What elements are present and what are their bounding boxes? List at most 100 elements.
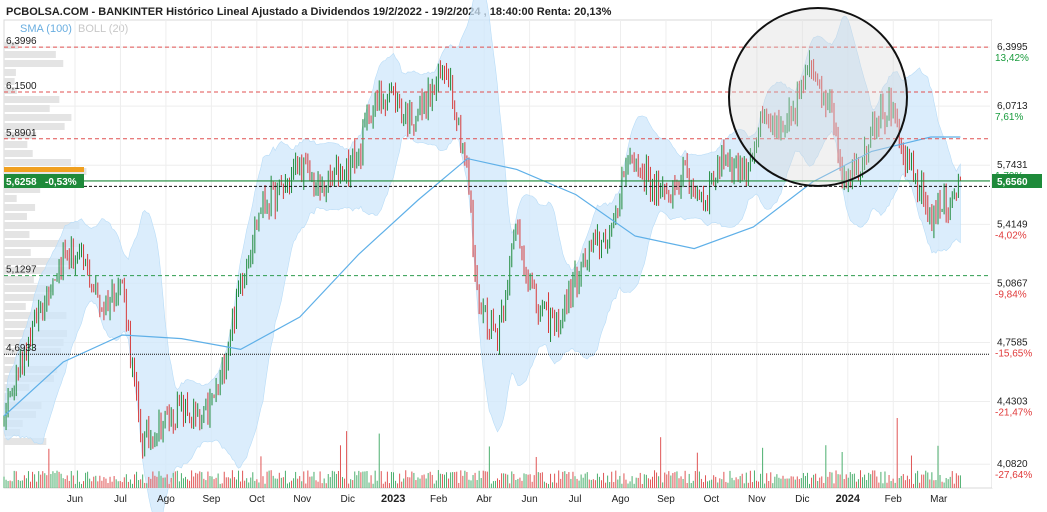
volume-bar: [293, 478, 295, 488]
volume-bar: [931, 472, 933, 488]
volume-bar: [859, 470, 861, 488]
volume-bar: [362, 471, 364, 488]
volume-bar: [768, 480, 770, 488]
volume-bar: [715, 476, 717, 488]
volume-bar: [727, 482, 729, 488]
volume-bar: [40, 474, 42, 488]
volume-bar: [101, 480, 103, 488]
volume-bar: [76, 470, 78, 488]
volume-bar: [713, 475, 715, 488]
volume-bar: [788, 478, 790, 488]
volume-bar: [633, 483, 635, 488]
volume-bar: [841, 452, 843, 488]
volume-bar: [419, 478, 421, 488]
volume-bar: [19, 480, 21, 488]
volume-bar: [466, 471, 468, 488]
volume-bar: [142, 474, 144, 488]
volume-bar: [898, 478, 900, 488]
volume-bar: [862, 477, 864, 488]
x-axis-tick-label: Ago: [612, 494, 630, 505]
volume-profile-bar: [4, 114, 72, 121]
volume-bar: [786, 478, 788, 488]
volume-bar: [497, 478, 499, 488]
volume-bar: [258, 482, 260, 488]
volume-bar: [427, 473, 429, 488]
volume-profile-bar: [4, 96, 60, 103]
volume-bar: [908, 479, 910, 488]
x-axis-tick-label: Mar: [930, 494, 948, 505]
volume-bar: [52, 471, 54, 488]
volume-bar: [62, 478, 64, 488]
volume-bar: [629, 481, 631, 488]
volume-bar: [158, 471, 160, 488]
volume-bar: [217, 473, 219, 488]
volume-bar: [268, 470, 270, 488]
volume-bar: [631, 476, 633, 488]
sma-path: [3, 136, 961, 417]
right-axis-pct-label: -15,65%: [995, 348, 1032, 359]
x-axis-tick-label: 2024: [836, 493, 861, 505]
volume-profile-bar: [4, 60, 64, 67]
volume-bar: [778, 477, 780, 488]
volume-bar: [378, 433, 380, 488]
volume-bar: [904, 480, 906, 488]
volume-bar: [68, 480, 70, 488]
volume-bar: [303, 471, 305, 488]
volume-bar: [688, 473, 690, 488]
volume-bar: [613, 482, 615, 488]
volume-bar: [639, 472, 641, 488]
volume-bar: [939, 474, 941, 488]
volume-bar: [13, 470, 15, 488]
volume-bar: [331, 470, 333, 488]
volume-bar: [910, 455, 912, 488]
volume-bar: [882, 483, 884, 488]
volume-bar: [38, 471, 40, 488]
right-axis-pct-label: 7,61%: [995, 112, 1023, 123]
volume-bar: [164, 477, 166, 488]
volume-bar: [80, 483, 82, 488]
volume-bar: [358, 470, 360, 488]
volume-bar: [541, 472, 543, 488]
volume-bar: [900, 475, 902, 488]
volume-bar: [582, 477, 584, 488]
volume-bar: [25, 478, 27, 488]
volume-profile-bar: [4, 123, 65, 130]
volume-bar: [766, 473, 768, 488]
volume-bar: [607, 475, 609, 488]
volume-bar: [527, 474, 529, 488]
volume-bar: [256, 479, 258, 488]
volume-profile-bar: [4, 78, 15, 85]
volume-bar: [550, 473, 552, 488]
price-levels: 6,3996 6,1500 5,8901 5,1297 4,6933: [4, 36, 990, 355]
volume-bar: [731, 477, 733, 488]
volume-bar: [235, 479, 237, 488]
volume-bars: [3, 418, 961, 488]
volume-bar: [711, 479, 713, 488]
volume-bar: [729, 470, 731, 488]
volume-bar: [558, 470, 560, 488]
volume-profile-bar: [4, 294, 46, 301]
volume-bar: [23, 475, 25, 488]
volume-bar: [48, 448, 50, 488]
volume-bar: [509, 483, 511, 488]
volume-bar: [9, 480, 11, 488]
volume-bar: [845, 474, 847, 488]
volume-bar: [831, 472, 833, 488]
volume-bar: [74, 483, 76, 488]
volume-bar: [121, 482, 123, 488]
volume-bar: [666, 474, 668, 488]
volume-bar: [735, 477, 737, 488]
right-axis-pct-label: -9,84%: [995, 289, 1027, 300]
right-axis-tick-label: 4,0820: [997, 459, 1028, 470]
volume-bar: [448, 478, 450, 488]
volume-bar: [354, 471, 356, 488]
volume-bar: [913, 483, 915, 488]
volume-bar: [562, 471, 564, 488]
volume-bar: [641, 483, 643, 488]
volume-bar: [603, 472, 605, 488]
volume-bar: [242, 470, 244, 488]
volume-profile-bar: [4, 132, 37, 139]
volume-bar: [554, 473, 556, 488]
volume-bar: [278, 472, 280, 488]
